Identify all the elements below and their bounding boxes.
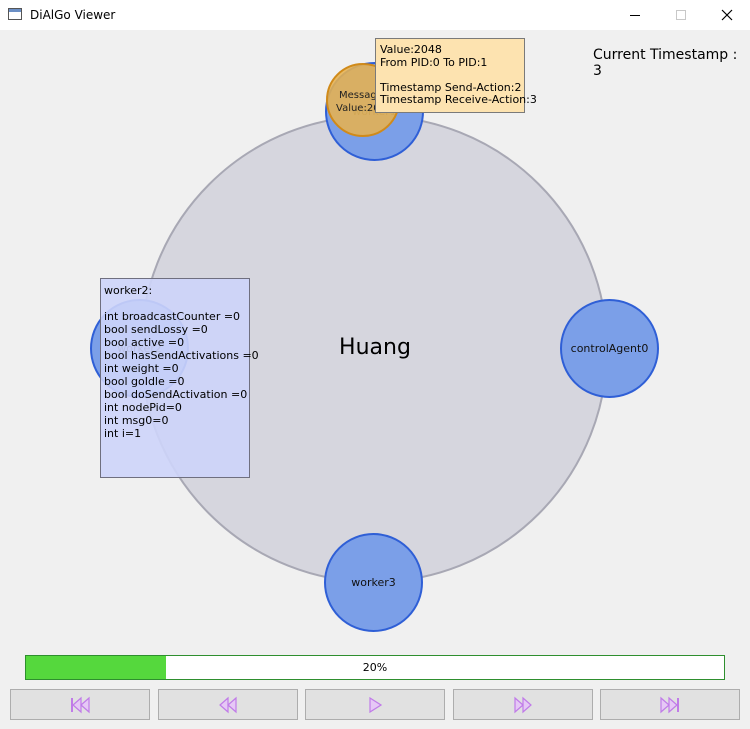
tooltip-receive-timestamp: Timestamp Receive-Action:3 <box>380 93 537 106</box>
tooltip-send-timestamp: Timestamp Send-Action:2 <box>380 80 522 94</box>
maximize-button[interactable] <box>658 0 704 30</box>
state-variable: int weight =0 <box>104 362 179 375</box>
play-icon <box>369 696 383 713</box>
title-bar: DiAlGo Viewer <box>0 0 750 30</box>
tooltip-route: From PID:0 To PID:1 <box>380 55 488 69</box>
skip-to-start-icon <box>71 696 90 713</box>
state-variable: int nodePid=0 <box>104 401 182 414</box>
step-back-button[interactable] <box>158 689 298 720</box>
message-value: Value:2048 <box>336 103 393 114</box>
maximize-icon <box>676 10 686 20</box>
state-variable: bool active =0 <box>104 336 185 349</box>
algorithm-canvas: Current Timestamp : 3 Huang worker1 cont… <box>0 30 750 650</box>
minimize-icon <box>630 14 640 16</box>
algorithm-name: Huang <box>339 335 411 360</box>
node-label: controlAgent0 <box>570 342 649 355</box>
state-variable: int msg0=0 <box>104 414 169 427</box>
step-forward-button[interactable] <box>453 689 593 720</box>
play-button[interactable] <box>305 689 445 720</box>
state-variable: bool goIdle =0 <box>104 375 185 388</box>
progress-label: 20% <box>362 661 388 674</box>
node-state-tooltip: worker2: int broadcastCounter =0 bool se… <box>100 278 259 478</box>
skip-to-end-icon <box>660 696 679 713</box>
state-tooltip-title: worker2: <box>104 284 153 297</box>
skip-to-start-button[interactable] <box>10 689 150 720</box>
node-label: worker3 <box>351 576 396 589</box>
state-variable: bool doSendActivation =0 <box>104 388 248 401</box>
tooltip-value: Value:2048 <box>380 43 442 56</box>
current-timestamp: Current Timestamp : 3 <box>593 47 738 79</box>
step-forward-icon <box>514 696 532 713</box>
node-worker3[interactable]: worker3 <box>324 533 423 632</box>
close-icon <box>721 9 733 21</box>
skip-to-end-button[interactable] <box>600 689 740 720</box>
state-variable: int broadcastCounter =0 <box>104 310 241 323</box>
minimize-button[interactable] <box>612 0 658 30</box>
message-label: Message <box>339 90 383 101</box>
window-title: DiAlGo Viewer <box>30 8 116 22</box>
close-button[interactable] <box>704 0 750 30</box>
app-icon <box>8 8 22 20</box>
node-controlagent0[interactable]: controlAgent0 <box>560 299 659 398</box>
state-variable: int i=1 <box>104 427 142 440</box>
tooltip-spacer <box>380 69 520 82</box>
message-tooltip: Value:2048 From PID:0 To PID:1 Timestamp… <box>375 38 537 113</box>
step-back-icon <box>219 696 237 713</box>
progress-fill <box>26 656 166 679</box>
timeline-progress-bar[interactable]: 20% <box>25 655 725 680</box>
state-variable: bool hasSendActivations =0 <box>104 349 259 362</box>
state-variable: bool sendLossy =0 <box>104 323 208 336</box>
